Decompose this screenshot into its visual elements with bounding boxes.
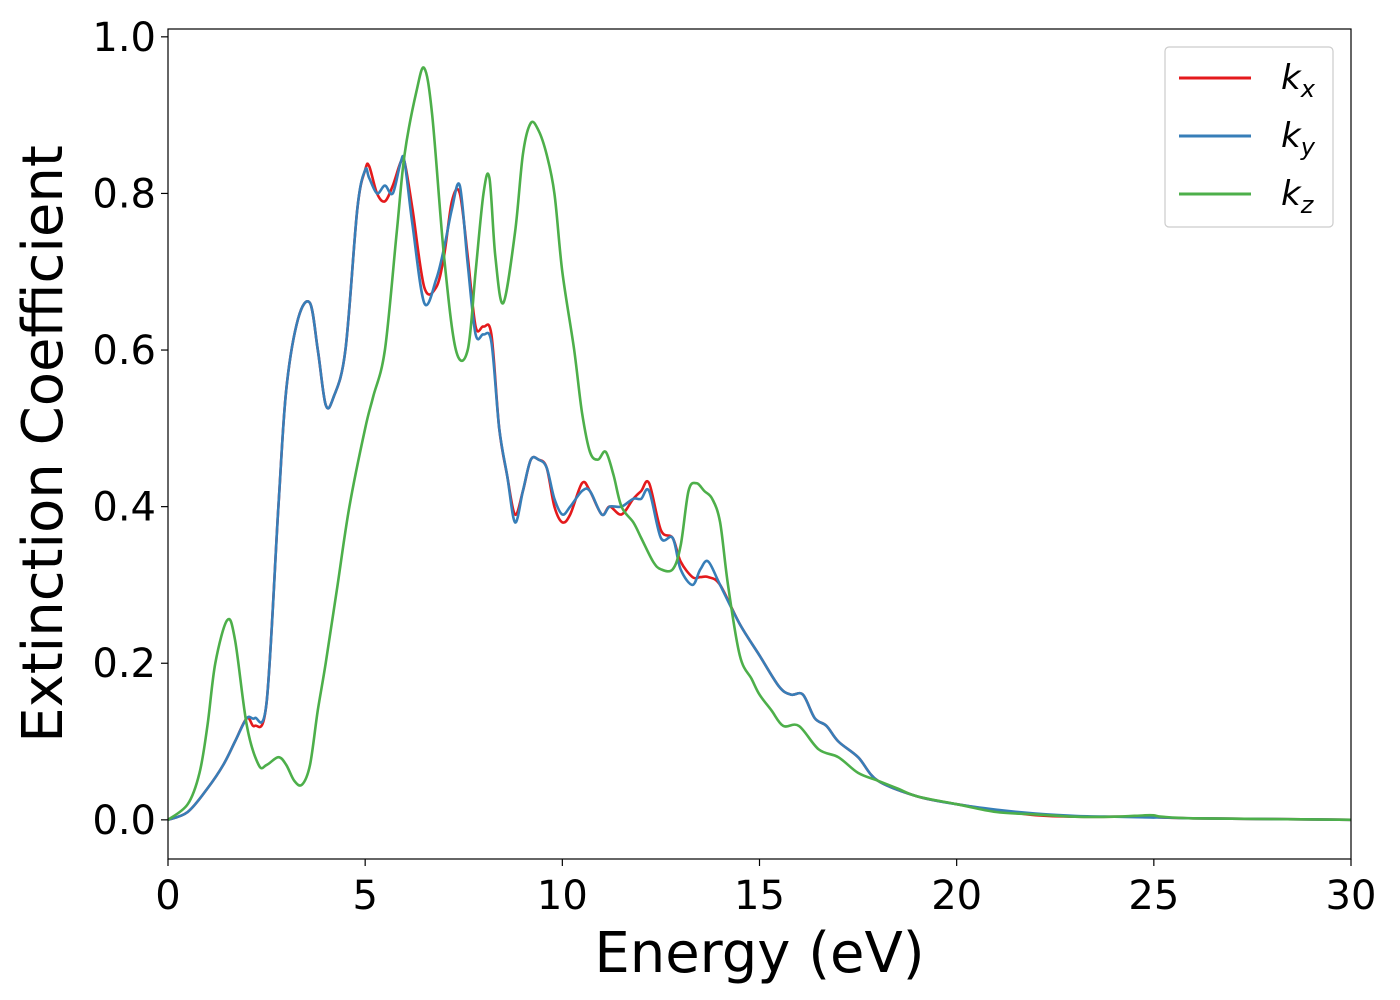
y-tick-label: 0.0 [92, 798, 156, 844]
legend-label-ky: ky [1281, 116, 1316, 161]
legend-label-kz: kz [1281, 174, 1315, 219]
y-axis-title: Extinction Coefficient [11, 145, 76, 743]
y-axis-ticks: 0.0 0.2 0.4 0.6 0.8 1.0 [92, 15, 168, 844]
legend-label-kx: kx [1281, 58, 1316, 103]
x-axis-title: Energy (eV) [594, 921, 924, 986]
y-tick-label: 0.4 [92, 485, 156, 531]
x-tick-label: 0 [155, 873, 180, 919]
x-axis-ticks: 0 5 10 15 20 25 30 [155, 859, 1376, 919]
x-tick-label: 30 [1326, 873, 1377, 919]
x-tick-label: 15 [734, 873, 785, 919]
y-tick-label: 0.2 [92, 641, 156, 687]
y-tick-label: 0.8 [92, 171, 156, 217]
series-line-kz [167, 66, 1352, 822]
legend: kx ky kz [1164, 46, 1334, 228]
series-line-ky [167, 154, 1352, 822]
x-tick-label: 10 [537, 873, 588, 919]
x-tick-label: 5 [352, 873, 377, 919]
y-tick-label: 0.6 [92, 328, 156, 374]
y-tick-label: 1.0 [92, 15, 156, 61]
x-tick-label: 20 [931, 873, 982, 919]
series-layer [167, 66, 1352, 822]
x-tick-label: 25 [1128, 873, 1179, 919]
